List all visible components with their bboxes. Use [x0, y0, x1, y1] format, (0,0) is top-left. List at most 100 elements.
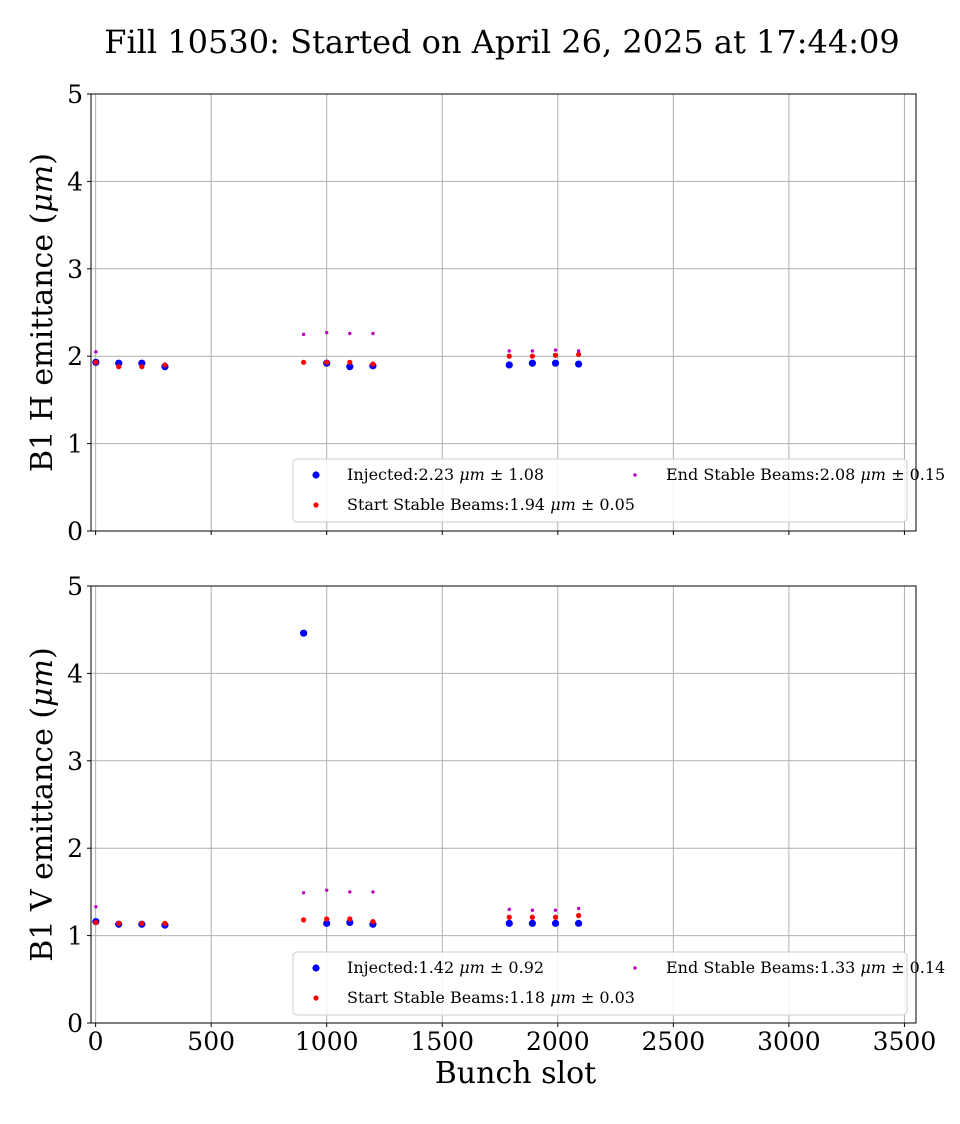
x-tick-label: 0	[88, 1027, 104, 1056]
data-point	[348, 890, 352, 894]
data-point	[505, 361, 513, 369]
data-point	[323, 919, 331, 927]
y-tick-label: 3	[67, 255, 83, 284]
chart-panels: 0 1 2 3 4 5 B1 H emittance (μm) Injected:2.23 μ…	[25, 80, 945, 1091]
legend-marker	[313, 502, 319, 508]
data-point	[576, 349, 581, 353]
y-tick-label: 4	[67, 167, 83, 196]
panel-1: 0 1 2 3 4 5 B1 H emittance (μm) Injected:2.23 μ…	[25, 80, 945, 546]
data-point	[553, 348, 558, 352]
legend: Injected:2.23 μm ± 1.08 Start Stable Beam…	[292, 458, 945, 523]
panel-2: 0 500 1000 1500 2000 2500 3000 3500 0 1 2 3 4 5 B1 V e…	[25, 572, 945, 1091]
y-tick-label: 5	[67, 80, 83, 109]
plot-frame	[90, 93, 917, 532]
x-tick-label: 500	[187, 1027, 235, 1056]
legend-marker	[312, 471, 320, 479]
y-tick-label: 2	[67, 834, 83, 863]
data-point	[371, 890, 375, 894]
y-axis-label: B1 V emittance (μm)	[25, 647, 60, 961]
data-point	[575, 360, 583, 368]
data-point	[325, 888, 329, 892]
figure-title: Fill 10530: Started on April 26, 2025 at…	[104, 23, 900, 61]
data-point	[370, 919, 376, 925]
legend-marker	[312, 964, 320, 972]
data-point	[370, 361, 376, 367]
data-point	[528, 919, 536, 927]
data-point	[301, 359, 307, 365]
legend-entry: Injected:1.42 μm ± 0.92	[347, 958, 544, 977]
data-point	[301, 917, 307, 923]
y-tick-label: 1	[67, 430, 83, 459]
data-point	[346, 363, 354, 371]
data-point	[347, 359, 353, 365]
y-tick-label: 4	[67, 659, 83, 688]
data-point	[528, 359, 536, 367]
y-tick-label: 2	[67, 342, 83, 371]
legend-marker	[633, 473, 637, 477]
data-point	[139, 920, 145, 926]
data-point	[552, 352, 559, 358]
data-point	[94, 905, 98, 909]
legend-entry: Start Stable Beams:1.18 μm ± 0.03	[347, 988, 635, 1007]
legend-entry: End Stable Beams:1.33 μm ± 0.14	[666, 958, 945, 977]
x-tick-label: 1500	[410, 1027, 474, 1056]
data-point	[93, 919, 99, 926]
legend: Injected:1.42 μm ± 0.92 Start Stable Beam…	[292, 951, 945, 1016]
data-point	[576, 906, 581, 911]
x-tick-label: 3500	[873, 1027, 937, 1056]
legend-marker	[313, 995, 319, 1001]
y-tick-label: 0	[67, 517, 83, 546]
data-point	[551, 919, 560, 927]
series-start-stable-beams	[93, 351, 582, 370]
data-point	[301, 332, 306, 337]
plot-frame	[90, 585, 917, 1024]
data-point	[575, 919, 583, 927]
data-point	[530, 908, 535, 912]
data-point	[116, 364, 122, 370]
x-tick-label: 2500	[642, 1027, 706, 1056]
data-point	[371, 331, 375, 336]
data-point	[552, 914, 559, 920]
y-tick-label: 1	[67, 922, 83, 951]
data-point	[116, 920, 122, 926]
data-point	[301, 891, 306, 895]
data-point	[93, 359, 99, 365]
data-point	[348, 331, 352, 336]
data-point	[324, 359, 330, 365]
y-tick-label: 3	[67, 747, 83, 776]
data-point	[162, 362, 168, 368]
data-point	[506, 353, 512, 359]
x-axis-label: Bunch slot	[435, 1056, 596, 1091]
y-tick-label: 0	[67, 1009, 83, 1038]
series-start-stable-beams	[93, 912, 582, 926]
data-point	[324, 916, 330, 922]
data-point	[529, 914, 535, 920]
data-point	[576, 351, 582, 358]
data-point	[507, 907, 511, 912]
data-point	[530, 349, 535, 353]
legend-marker	[633, 966, 637, 970]
series-end-stable-beams	[94, 888, 581, 912]
legend-entry: Injected:2.23 μm ± 1.08	[347, 465, 544, 484]
series-end-stable-beams	[94, 330, 581, 354]
data-point	[506, 914, 512, 920]
x-tick-label: 2000	[526, 1027, 590, 1056]
x-tick-label: 1000	[295, 1027, 359, 1056]
data-point	[139, 364, 145, 370]
legend-box	[292, 458, 908, 523]
x-tick-label: 3000	[757, 1027, 821, 1056]
data-point	[576, 912, 582, 919]
y-axis-label: B1 H emittance (μm)	[25, 153, 60, 472]
data-point	[300, 629, 308, 637]
data-point	[347, 916, 353, 922]
data-point	[553, 908, 558, 912]
y-tick-label: 5	[67, 572, 83, 601]
data-point	[505, 919, 513, 927]
data-point	[325, 330, 329, 335]
data-point	[94, 350, 98, 354]
data-point	[507, 349, 511, 353]
data-point	[162, 920, 168, 926]
legend-box	[292, 951, 908, 1016]
